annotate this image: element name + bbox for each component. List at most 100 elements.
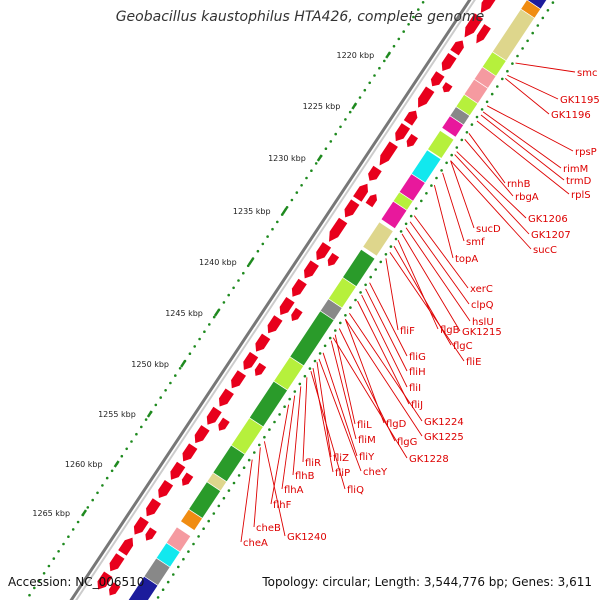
inner-dot: [506, 69, 509, 73]
inner-dot: [465, 131, 469, 134]
gene-label: clpQ: [471, 300, 494, 311]
gene-leader-line: [302, 377, 308, 463]
cds-arrow: [158, 480, 174, 498]
gene-leader-line: [389, 251, 465, 362]
gene-leader-line: [253, 447, 261, 528]
gene-label: flgG: [397, 437, 417, 448]
kbp-tick: [146, 410, 153, 418]
inner-dot: [278, 413, 281, 416]
inner-dot: [445, 161, 448, 165]
outer-dot: [91, 498, 94, 502]
outer-dot: [159, 396, 162, 399]
inner-dot: [526, 39, 529, 43]
cds-arrow: [344, 199, 360, 218]
inner-dot: [339, 321, 342, 325]
inner-dot: [288, 397, 292, 401]
gene-leader-line: [409, 221, 470, 305]
gene-leader-line: [270, 404, 290, 505]
cds-arrow: [243, 351, 259, 370]
cds-arrow: [133, 516, 149, 535]
cog-segment: [290, 311, 334, 366]
inner-dot: [161, 588, 165, 591]
backbone-line-inner: [75, 0, 476, 600]
kbp-ticks: 1220 kbp 1225 kbp 1230 kbp 1235 kbp 1240 kbp…: [32, 51, 392, 518]
gene-leader-line: [263, 441, 286, 537]
inner-dot: [237, 474, 241, 477]
kbp-tick-label: 1225 kbp: [303, 102, 341, 111]
gene-leader-line: [450, 160, 475, 229]
inner-dot: [156, 596, 160, 599]
inner-dot: [374, 268, 378, 271]
outer-dot: [392, 44, 396, 48]
gene-label: fliF: [400, 326, 415, 337]
inner-dot: [485, 100, 489, 104]
cds-arrow: [182, 443, 198, 462]
kbp-tick-label: 1250 kbp: [131, 360, 169, 369]
gene-leader-line: [507, 74, 559, 100]
outer-dot: [164, 389, 167, 392]
inner-dot: [531, 31, 534, 35]
gene-leader-line: [292, 386, 302, 476]
cog-segment: [411, 150, 441, 183]
inner-dot: [328, 336, 332, 340]
outer-dot: [402, 30, 406, 33]
gene-leader-lines: [240, 62, 576, 543]
kbp-tick: [213, 309, 220, 317]
outer-dot: [135, 432, 138, 436]
gene-leader-line: [486, 105, 574, 152]
inner-dot: [369, 275, 373, 279]
outer-dot: [33, 586, 36, 590]
gene-leader-line: [334, 334, 356, 425]
gene-label: GK1240: [287, 532, 327, 543]
gene-label: fliH: [409, 367, 426, 378]
inner-dot: [222, 496, 226, 500]
cog-segment: [492, 9, 535, 61]
outer-dot: [101, 484, 104, 487]
cds-arrow: [181, 472, 194, 486]
outer-dot: [324, 147, 328, 150]
outer-dot: [47, 564, 51, 568]
cds-arrow: [218, 417, 230, 431]
inner-dot: [384, 253, 388, 256]
cds-arrow: [254, 362, 267, 376]
outer-dot: [62, 542, 65, 546]
gene-label: fliP: [335, 468, 350, 479]
gene-label: rplS: [571, 190, 591, 201]
cog-segment: [381, 201, 407, 229]
outer-dot: [144, 418, 148, 421]
outer-dot: [363, 88, 367, 92]
inner-dot: [516, 54, 519, 58]
inner-dot: [450, 153, 454, 157]
gene-leader-line: [349, 312, 423, 422]
cds-arrow: [291, 307, 303, 321]
gene-leader-line: [338, 328, 396, 442]
outer-dot: [334, 132, 338, 136]
gene-leader-line: [240, 459, 253, 543]
inner-dot: [364, 283, 367, 287]
inner-dot: [298, 382, 302, 386]
inner-dot: [425, 192, 428, 195]
inner-dot: [440, 169, 443, 172]
cds-arrow: [430, 71, 445, 87]
kbp-tick-label: 1235 kbp: [233, 207, 271, 216]
kbp-tick-label: 1220 kbp: [336, 51, 374, 60]
inner-dot: [293, 390, 297, 393]
cog-segment: [399, 174, 425, 201]
gene-label: flhB: [295, 471, 315, 482]
inner-dot: [207, 519, 210, 523]
outer-dot: [276, 220, 279, 224]
gene-label: sucC: [533, 245, 557, 256]
inner-dot: [379, 260, 383, 264]
cds-arrow: [255, 333, 271, 352]
cog-segment: [144, 558, 170, 585]
inner-dot: [349, 306, 352, 309]
inner-dot: [501, 77, 504, 81]
outer-dot: [378, 66, 381, 70]
outer-dot: [246, 264, 250, 268]
gene-label: flhA: [284, 485, 304, 496]
outer-dot: [193, 345, 196, 348]
gene-leader-line: [456, 151, 527, 219]
gene-leader-line: [468, 133, 506, 184]
gene-leader-line: [515, 62, 576, 73]
